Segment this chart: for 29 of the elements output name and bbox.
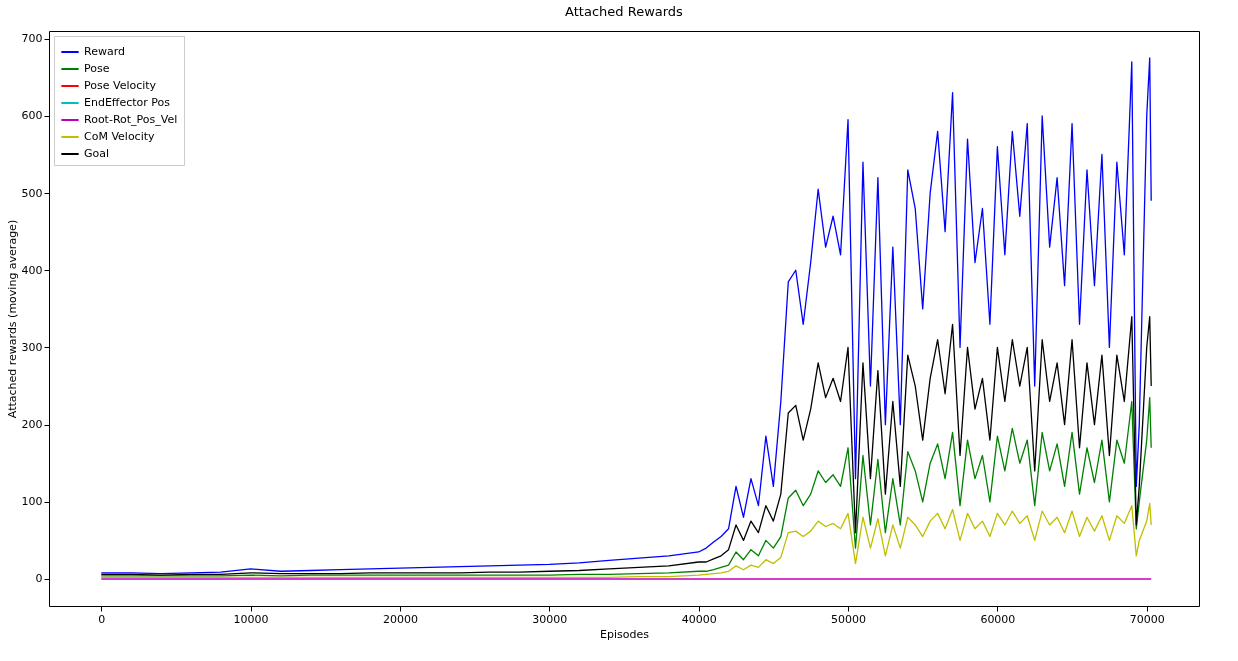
y-tick-label: 700 bbox=[21, 32, 43, 46]
x-tick-label: 70000 bbox=[1129, 612, 1165, 626]
chart-title: Attached Rewards bbox=[565, 4, 684, 19]
x-tick-label: 40000 bbox=[681, 612, 717, 626]
line-series bbox=[100, 315, 1152, 576]
legend-label: Pose bbox=[84, 62, 110, 75]
legend-label: Reward bbox=[84, 45, 125, 58]
legend-label: Pose Velocity bbox=[84, 79, 157, 92]
y-tick-label: 100 bbox=[21, 495, 43, 509]
x-axis-title: Episodes bbox=[600, 627, 650, 641]
x-tick-label: 0 bbox=[98, 612, 106, 626]
line-series bbox=[100, 502, 1152, 579]
y-axis-title: Attached rewards (moving average) bbox=[5, 219, 19, 419]
x-tick-label: 20000 bbox=[382, 612, 418, 626]
legend-label: Root-Rot_Pos_Vel bbox=[84, 113, 178, 126]
x-tick-label: 60000 bbox=[980, 612, 1016, 626]
x-tick-label: 30000 bbox=[532, 612, 568, 626]
y-tick-label: 400 bbox=[21, 263, 43, 277]
y-tick-label: 0 bbox=[35, 572, 43, 586]
x-tick-label: 50000 bbox=[831, 612, 867, 626]
line-series bbox=[100, 396, 1152, 577]
y-tick-label: 500 bbox=[21, 186, 43, 200]
y-tick-label: 200 bbox=[21, 418, 43, 432]
y-tick-label: 300 bbox=[21, 340, 43, 354]
legend-label: CoM Velocity bbox=[84, 130, 156, 143]
legend-label: EndEffector Pos bbox=[84, 96, 171, 109]
legend-label: Goal bbox=[84, 147, 110, 160]
x-tick-label: 10000 bbox=[233, 612, 269, 626]
y-tick-label: 600 bbox=[21, 109, 43, 123]
